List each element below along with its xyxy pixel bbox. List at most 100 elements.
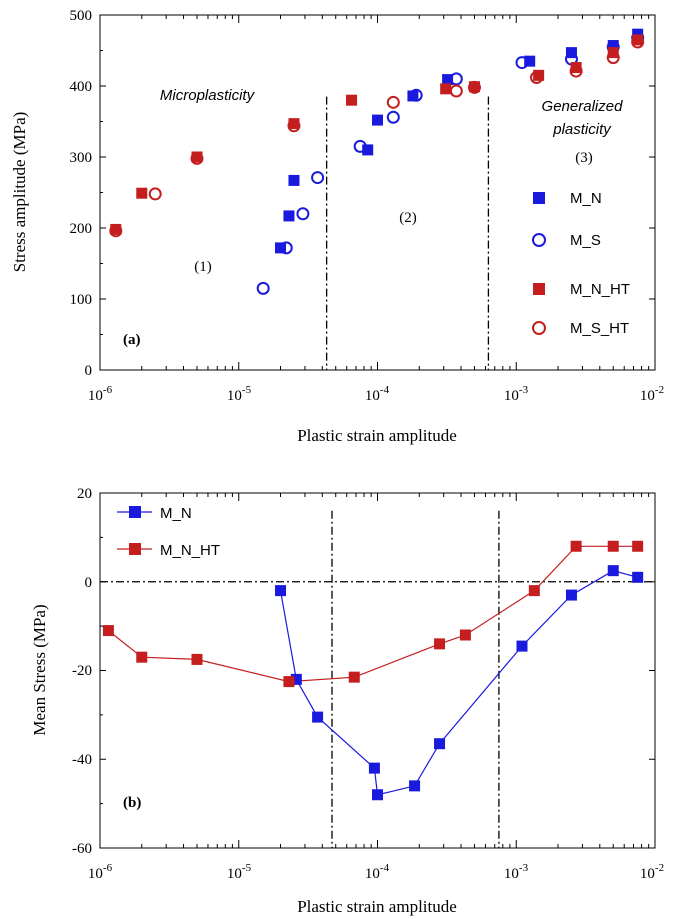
- point-m-s-ht: [190, 151, 204, 165]
- point-m-n-ht: [533, 69, 545, 81]
- point-m-s-ht: [606, 51, 620, 65]
- panel-b-series-lines: [108, 545, 638, 796]
- point-m-n: [607, 565, 619, 577]
- point-m-s-ht: [287, 119, 301, 133]
- point-m-n: [372, 789, 383, 801]
- series-line-m-n-ht: [108, 545, 638, 683]
- panel-a-axis-ticks: [99, 14, 655, 371]
- point-m-n-ht: [288, 118, 300, 130]
- point-m-n-ht: [459, 629, 471, 641]
- point-m-n-ht: [191, 653, 203, 665]
- point-m-s: [311, 171, 325, 185]
- legend-marker-m-n: [129, 506, 141, 518]
- panel-a-stress-amplitude: 0 100 200 300 400 500 10-6 10-5 10-4 10-…: [10, 8, 664, 445]
- b-xtick-label: 10-3: [504, 862, 529, 882]
- point-m-n-ht: [102, 625, 114, 637]
- b-ytick-label: 0: [85, 575, 93, 591]
- point-m-n-ht: [570, 540, 582, 552]
- point-m-n-ht: [440, 83, 452, 95]
- legend-label-m-s-ht: M_S_HT: [570, 320, 629, 337]
- a-xtick-label: 10-2: [640, 384, 664, 404]
- point-m-n: [632, 571, 644, 583]
- legend-label-m-n-ht: M_N_HT: [570, 281, 630, 298]
- point-m-n: [632, 28, 644, 40]
- point-m-n-ht: [632, 34, 644, 46]
- b-ytick-label: -40: [72, 752, 92, 768]
- point-m-n: [312, 711, 324, 723]
- point-m-s-ht: [467, 80, 481, 94]
- point-m-s-ht: [530, 70, 544, 84]
- region-label-plasticity: plasticity: [552, 121, 612, 138]
- series-line-m-n: [279, 570, 638, 796]
- b-x-axis-title: Plastic strain amplitude: [297, 897, 457, 916]
- point-m-s-ht: [109, 224, 123, 238]
- a-ytick-label: 400: [70, 79, 93, 95]
- a-ytick-label: 300: [70, 150, 93, 166]
- point-m-n-ht: [110, 223, 122, 235]
- point-m-n: [283, 210, 295, 222]
- point-m-n: [362, 144, 374, 156]
- b-xtick-label: 10-2: [640, 862, 664, 882]
- b-ytick-label: -60: [72, 841, 92, 857]
- point-m-s: [449, 72, 463, 86]
- b-y-axis-title: Mean Stress (MPa): [30, 604, 49, 735]
- point-m-s: [409, 88, 423, 102]
- b-xtick-label: 10-4: [365, 862, 390, 882]
- region-label-generalized: Generalized: [542, 98, 624, 115]
- point-m-n-ht: [468, 81, 480, 93]
- point-m-s: [515, 56, 529, 70]
- point-m-n: [409, 780, 421, 792]
- point-m-n-ht: [136, 187, 148, 199]
- point-m-n: [407, 90, 419, 102]
- panel-b-legend: M_N M_N_HT: [117, 505, 220, 559]
- point-m-n-ht: [283, 676, 295, 688]
- legend-marker-m-n: [533, 192, 545, 204]
- point-m-s-ht: [569, 64, 583, 78]
- legend-label-m-n: M_N: [160, 505, 192, 522]
- point-m-s: [386, 110, 400, 124]
- panel-b-axis-ticks: [99, 492, 655, 849]
- a-xtick-label: 10-4: [365, 384, 390, 404]
- legend-marker-m-n-ht: [533, 283, 545, 295]
- point-m-n-ht: [570, 62, 582, 74]
- point-m-n: [275, 585, 287, 597]
- point-m-s-ht: [148, 187, 162, 201]
- point-m-n-ht: [607, 540, 619, 552]
- point-m-n: [290, 673, 302, 685]
- legend-marker-m-n-ht: [129, 543, 141, 555]
- region-label-microplasticity: Microplasticity: [160, 87, 256, 104]
- point-m-n-ht: [434, 638, 446, 650]
- point-m-n: [368, 762, 380, 774]
- point-m-n: [442, 74, 454, 86]
- point-m-s-ht: [386, 95, 400, 109]
- b-xtick-label: 10-6: [88, 862, 113, 882]
- point-m-s: [296, 207, 310, 221]
- panel-a-region-boundaries: [325, 96, 490, 370]
- legend-label-m-n-ht: M_N_HT: [160, 542, 220, 559]
- a-ytick-label: 0: [85, 363, 93, 379]
- panel-a-label: (a): [123, 332, 141, 348]
- b-xtick-label: 10-5: [227, 862, 252, 882]
- point-m-n: [434, 738, 446, 750]
- point-m-n: [372, 114, 383, 126]
- panel-b-label: (b): [123, 795, 141, 811]
- point-m-n: [516, 640, 528, 652]
- region-label-3: (3): [575, 150, 593, 166]
- panel-b-mean-stress: -60 -40 -20 0 20 10-6 10-5 10-4 10-3 10-…: [30, 486, 664, 916]
- a-ytick-label: 500: [70, 8, 93, 24]
- point-m-s-ht: [449, 84, 463, 98]
- panel-b-data-points: [102, 540, 644, 801]
- a-xtick-label: 10-5: [227, 384, 252, 404]
- point-m-n: [607, 40, 619, 52]
- panel-b-reference-lines: [100, 510, 655, 848]
- b-ytick-label: -20: [72, 663, 92, 679]
- legend-marker-m-s: [532, 233, 546, 247]
- point-m-n-ht: [191, 151, 203, 163]
- point-m-n: [524, 55, 536, 67]
- point-m-n-ht: [136, 651, 148, 663]
- a-xtick-label: 10-6: [88, 384, 113, 404]
- panel-a-legend: M_N M_S M_N_HT M_S_HT: [532, 190, 630, 337]
- point-m-n-ht: [346, 94, 358, 106]
- a-xtick-label: 10-3: [504, 384, 529, 404]
